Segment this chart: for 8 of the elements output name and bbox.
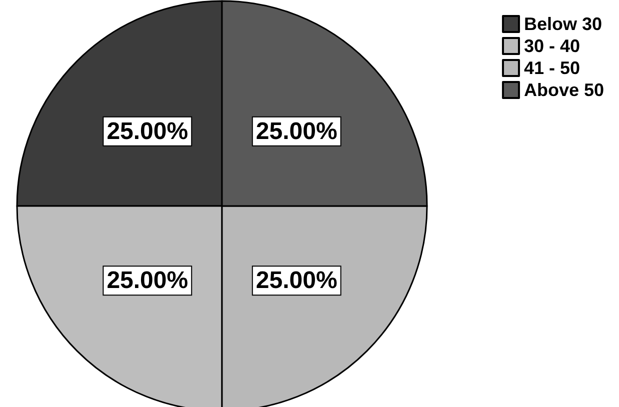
legend-label: 30 - 40	[524, 36, 580, 56]
legend-label: Above 50	[524, 80, 604, 100]
legend-label: Below 30	[524, 14, 602, 34]
legend-label: 41 - 50	[524, 58, 580, 78]
data-label: 25.00%	[106, 267, 188, 294]
data-label: 25.00%	[256, 118, 338, 145]
data-label: 25.00%	[106, 118, 188, 145]
data-label: 25.00%	[256, 267, 338, 294]
